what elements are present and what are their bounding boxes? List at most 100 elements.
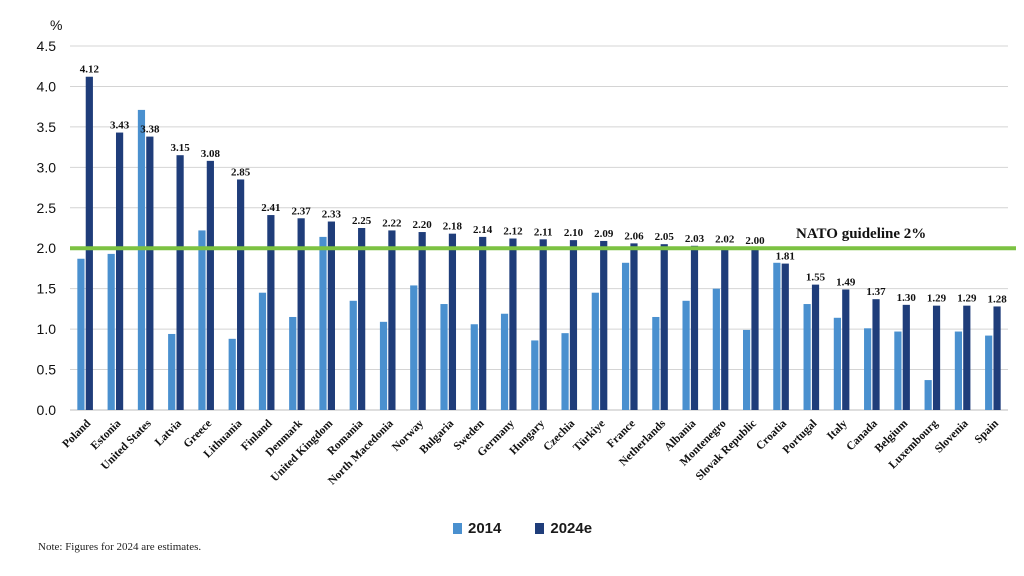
data-label-montenegro: 2.02 [715, 234, 735, 246]
bar-2014-norway [410, 285, 418, 410]
data-label-croatia: 1.81 [776, 251, 795, 263]
data-label-greece: 3.08 [201, 148, 221, 160]
legend-item-2024e: 2024e [535, 520, 592, 537]
bar-2014-denmark [289, 316, 297, 410]
bar-2014-albania [682, 300, 690, 410]
bar-2024e-france [630, 243, 638, 410]
data-label-italy: 1.49 [836, 276, 856, 288]
data-label-spain: 1.28 [987, 293, 1007, 305]
data-label-norway: 2.20 [413, 219, 433, 231]
bar-2014-north-macedonia [379, 321, 388, 410]
bar-2024e-czechia [569, 240, 578, 410]
x-tick-label-bulgaria: Bulgaria [418, 417, 457, 456]
x-tick-label-latvia: Latvia [153, 417, 184, 448]
bar-2024e-north-macedonia [388, 230, 396, 410]
bar-2024e-slovenia [963, 305, 971, 410]
bar-2014-belgium [894, 331, 902, 410]
bar-2024e-t-rkiye [600, 240, 608, 410]
bar-2014-italy [833, 317, 841, 410]
data-label-denmark: 2.37 [292, 205, 312, 217]
bar-2014-estonia [107, 253, 115, 410]
bar-2014-united-states [137, 109, 146, 410]
bar-2014-bulgaria [440, 304, 448, 410]
bar-2024e-estonia [115, 132, 124, 410]
legend-swatch-2014 [453, 523, 462, 534]
bar-2024e-albania [690, 245, 699, 410]
data-label-lithuania: 2.85 [231, 166, 251, 178]
bar-2024e-luxembourg [932, 305, 941, 410]
bar-2014-hungary [531, 340, 539, 410]
bar-2024e-hungary [539, 239, 547, 410]
bar-2024e-latvia [176, 155, 184, 410]
legend-label-2014: 2014 [468, 520, 502, 537]
x-tick-label-t-rkiye: Türkiye [571, 418, 608, 455]
y-tick-label: 4.0 [37, 78, 57, 94]
y-axis-unit-label: % [50, 17, 62, 33]
y-tick-label: 1.5 [37, 281, 57, 297]
bar-2024e-portugal [811, 284, 820, 410]
bar-2024e-greece [206, 160, 214, 410]
data-label-netherlands: 2.05 [655, 231, 675, 243]
y-tick-label: 4.5 [37, 38, 57, 54]
data-label-canada: 1.37 [866, 286, 886, 298]
y-tick-label: 2.0 [37, 240, 57, 256]
chart-note: Note: Figures for 2024 are estimates. [38, 541, 202, 553]
bar-2014-slovenia [954, 331, 963, 410]
legend-item-2014: 2014 [453, 520, 501, 537]
bar-2014-luxembourg [924, 380, 932, 410]
bar-2024e-belgium [902, 304, 910, 410]
y-tick-label: 2.5 [37, 200, 57, 216]
x-tick-label-czechia: Czechia [541, 417, 577, 453]
bar-2014-czechia [561, 333, 569, 410]
chart-legend: 2014 2024e [453, 520, 592, 537]
bar-2014-germany [500, 313, 509, 410]
bar-2014-slovak-republic [743, 329, 751, 410]
bar-2024e-united-states [146, 136, 154, 410]
x-tick-label-italy: Italy [825, 417, 850, 442]
bar-2024e-slovak-republic [751, 248, 759, 410]
bar-2014-lithuania [228, 338, 236, 410]
bar-2024e-finland [267, 215, 275, 410]
data-label-poland: 4.12 [80, 64, 100, 76]
data-label-north-macedonia: 2.22 [382, 217, 402, 229]
x-tick-label-slovenia: Slovenia [933, 417, 971, 455]
bar-2024e-bulgaria [448, 233, 457, 410]
data-label-sweden: 2.14 [473, 224, 493, 236]
bar-2024e-italy [842, 289, 850, 410]
data-label-united-states: 3.38 [140, 124, 160, 136]
data-label-hungary: 2.11 [534, 226, 553, 238]
data-label-finland: 2.41 [261, 202, 280, 214]
data-label-t-rkiye: 2.09 [594, 228, 614, 240]
data-label-slovenia: 1.29 [957, 293, 977, 305]
legend-label-2024e: 2024e [550, 520, 593, 537]
data-label-latvia: 3.15 [170, 142, 190, 154]
bar-2024e-united-kingdom [327, 221, 335, 410]
x-tick-label-poland: Poland [60, 417, 93, 450]
data-label-czechia: 2.10 [564, 227, 584, 239]
data-label-estonia: 3.43 [110, 120, 130, 132]
bar-2024e-lithuania [237, 179, 245, 410]
data-label-belgium: 1.30 [897, 292, 917, 304]
bar-2014-netherlands [652, 316, 660, 410]
legend-swatch-2024e [535, 523, 545, 534]
data-label-romania: 2.25 [352, 215, 372, 227]
bar-2014-spain [985, 335, 993, 410]
y-tick-label: 0.0 [37, 402, 57, 418]
bar-2024e-romania [358, 228, 366, 410]
y-tick-label: 3.0 [37, 159, 57, 175]
bar-2014-canada [864, 328, 872, 410]
bar-2014-sweden [470, 324, 478, 410]
data-label-albania: 2.03 [685, 233, 705, 245]
bar-2024e-norway [418, 232, 426, 410]
nato-guideline-label: NATO guideline 2% [796, 226, 926, 242]
data-label-bulgaria: 2.18 [443, 221, 463, 233]
bar-2014-finland [258, 292, 267, 410]
bar-2014-france [621, 262, 630, 410]
data-label-united-kingdom: 2.33 [322, 209, 342, 221]
bar-2014-montenegro [712, 288, 720, 410]
bar-2014-romania [349, 300, 357, 410]
bar-2024e-spain [993, 306, 1001, 410]
y-tick-label: 0.5 [37, 362, 57, 378]
